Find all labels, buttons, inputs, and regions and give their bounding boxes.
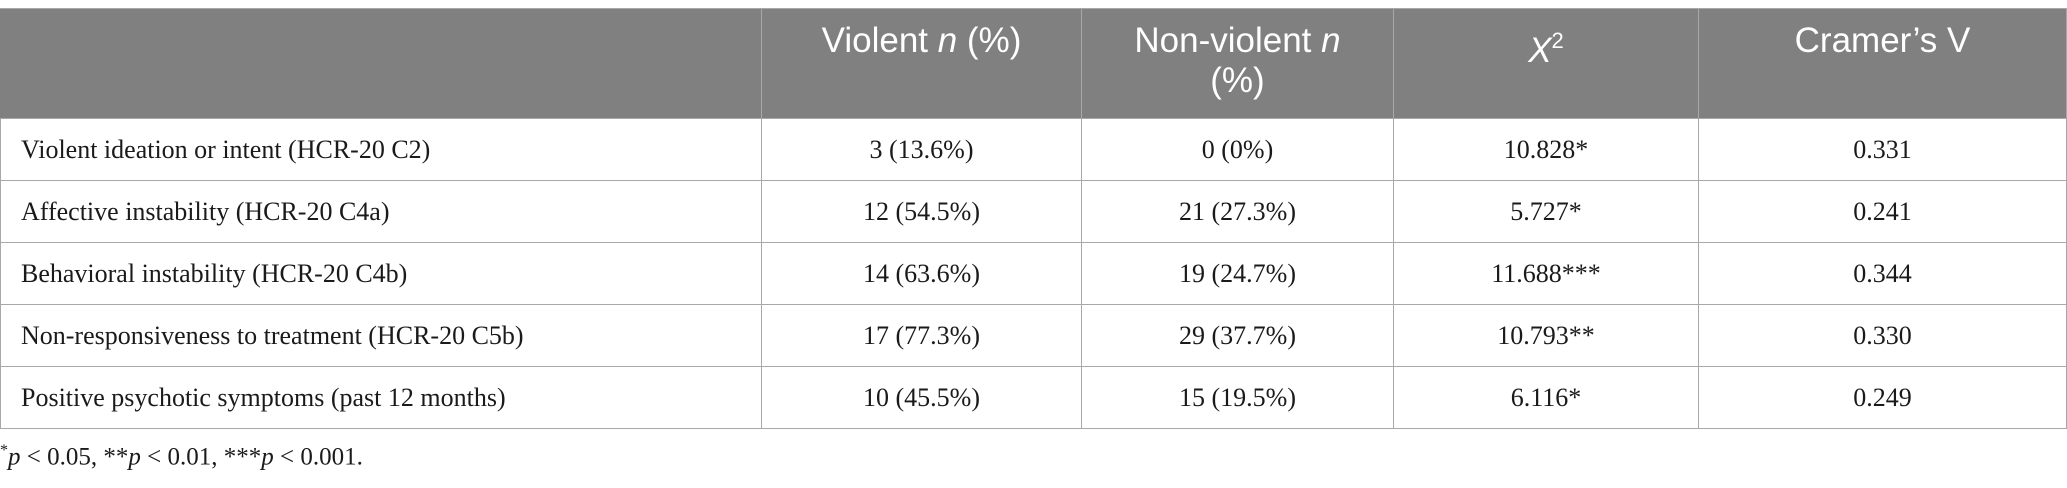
table-header: Violent n (%) Non-violent n (%) X2 Cramer… <box>0 8 2067 119</box>
cell-chi2: 10.828* <box>1393 118 1699 181</box>
header-chi-symbol: X <box>1528 31 1552 70</box>
footnote-t3: < 0.001. <box>273 443 363 471</box>
header-nonviolent: Non-violent n (%) <box>1081 8 1394 119</box>
row-label: Non-responsiveness to treatment (HCR-20 … <box>0 304 762 367</box>
row-label: Affective instability (HCR-20 C4a) <box>0 180 762 243</box>
cell-chi2: 11.688*** <box>1393 242 1699 305</box>
header-cramers-v: Cramer’s V <box>1698 8 2067 119</box>
table-body: Violent ideation or intent (HCR-20 C2) 3… <box>0 118 2067 429</box>
cell-nonviolent: 0 (0%) <box>1081 118 1394 181</box>
cell-cramers-v: 0.344 <box>1698 242 2067 305</box>
cell-chi2: 6.116* <box>1393 366 1699 429</box>
table-row: Behavioral instability (HCR-20 C4b) 14 (… <box>0 242 2067 305</box>
footnote-t1: < 0.05, ** <box>20 443 129 471</box>
header-row: Violent n (%) Non-violent n (%) X2 Cramer… <box>0 8 2067 119</box>
cell-cramers-v: 0.249 <box>1698 366 2067 429</box>
header-violent-n: n <box>937 21 958 60</box>
cell-nonviolent: 21 (27.3%) <box>1081 180 1394 243</box>
header-chi-exponent: 2 <box>1551 28 1564 53</box>
table-footnote: *p < 0.05, **p < 0.01, ***p < 0.001. <box>0 442 363 471</box>
cell-chi2: 5.727* <box>1393 180 1699 243</box>
results-table-container: Violent n (%) Non-violent n (%) X2 Cramer… <box>0 8 2067 429</box>
header-violent-suffix: (%) <box>957 21 1022 60</box>
results-table: Violent n (%) Non-violent n (%) X2 Cramer… <box>0 8 2067 429</box>
header-violent: Violent n (%) <box>761 8 1082 119</box>
cell-violent: 12 (54.5%) <box>761 180 1082 243</box>
footnote-t2: < 0.01, *** <box>140 443 262 471</box>
footnote-star: * <box>0 442 8 459</box>
cell-nonviolent: 19 (24.7%) <box>1081 242 1394 305</box>
cell-cramers-v: 0.331 <box>1698 118 2067 181</box>
header-variable <box>0 8 762 119</box>
header-nonviolent-n: n <box>1321 21 1341 60</box>
header-nonviolent-suffix: (%) <box>1210 61 1265 100</box>
table-row: Affective instability (HCR-20 C4a) 12 (5… <box>0 180 2067 243</box>
footnote-p3: p <box>261 443 274 471</box>
cell-violent: 17 (77.3%) <box>761 304 1082 367</box>
footnote-p2: p <box>128 443 141 471</box>
row-label: Violent ideation or intent (HCR-20 C2) <box>0 118 762 181</box>
cell-chi2: 10.793** <box>1393 304 1699 367</box>
cell-violent: 10 (45.5%) <box>761 366 1082 429</box>
row-label: Behavioral instability (HCR-20 C4b) <box>0 242 762 305</box>
header-violent-prefix: Violent <box>821 21 938 60</box>
header-nonviolent-prefix: Non-violent <box>1134 21 1322 60</box>
cell-cramers-v: 0.330 <box>1698 304 2067 367</box>
table-row: Non-responsiveness to treatment (HCR-20 … <box>0 304 2067 367</box>
header-chi-square: X2 <box>1393 8 1699 119</box>
cell-nonviolent: 29 (37.7%) <box>1081 304 1394 367</box>
cell-violent: 3 (13.6%) <box>761 118 1082 181</box>
table-row: Positive psychotic symptoms (past 12 mon… <box>0 366 2067 429</box>
footnote-p1: p <box>8 443 21 471</box>
row-label: Positive psychotic symptoms (past 12 mon… <box>0 366 762 429</box>
cell-violent: 14 (63.6%) <box>761 242 1082 305</box>
cell-nonviolent: 15 (19.5%) <box>1081 366 1394 429</box>
cell-cramers-v: 0.241 <box>1698 180 2067 243</box>
table-row: Violent ideation or intent (HCR-20 C2) 3… <box>0 118 2067 181</box>
